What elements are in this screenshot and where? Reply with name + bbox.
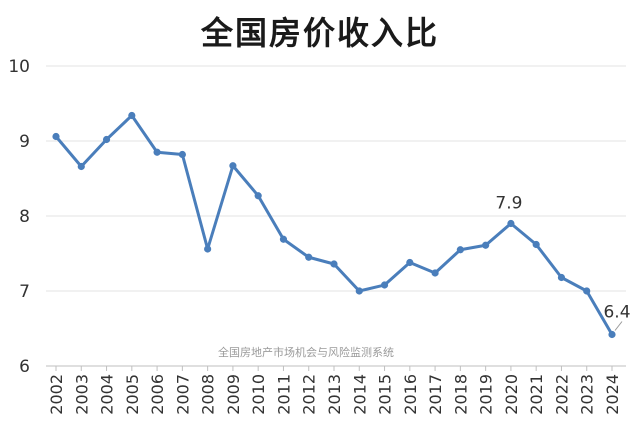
x-tick-label: 2006 (148, 374, 167, 415)
x-tick-label: 2003 (72, 374, 91, 415)
x-tick-label: 2019 (477, 374, 496, 415)
x-tick-label: 2002 (47, 374, 66, 415)
data-point (557, 273, 566, 282)
series-line (54, 114, 614, 336)
data-point (380, 281, 389, 289)
x-tick-label: 2020 (502, 374, 521, 415)
y-tick-label: 8 (19, 207, 30, 227)
data-point (305, 253, 313, 261)
data-point (102, 135, 111, 144)
data-point (52, 132, 60, 141)
y-tick-label: 9 (19, 132, 30, 152)
x-tick-label: 2007 (173, 374, 192, 415)
chart-title: 全国房价收入比 (200, 14, 439, 52)
x-tick-label: 2010 (249, 374, 268, 415)
data-point (608, 330, 616, 339)
data-point (77, 162, 85, 171)
annotations: 7.9 6.4 (495, 194, 631, 331)
data-point (279, 235, 288, 243)
x-tick-label: 2017 (426, 374, 445, 415)
series-group (52, 111, 616, 339)
x-axis-ticks: 2002 2003 2004 2005 2006 2007 2008 2009 2010 2011… (47, 366, 622, 415)
x-tick-label: 2005 (123, 374, 142, 415)
y-tick-label: 10 (8, 57, 30, 77)
x-tick-label: 2004 (98, 374, 117, 415)
x-tick-label: 2013 (325, 374, 344, 415)
data-point (153, 148, 161, 156)
y-tick-label: 6 (19, 357, 30, 377)
grid-lines (46, 65, 626, 367)
y-axis-ticks: 6 7 8 9 10 (8, 57, 30, 377)
x-tick-label: 2009 (224, 374, 243, 415)
data-point (355, 287, 363, 295)
x-tick-label: 2022 (552, 374, 571, 415)
x-tick-label: 2021 (527, 374, 546, 415)
x-tick-label: 2024 (603, 374, 622, 415)
annotation-leader (614, 321, 623, 331)
x-tick-label: 2014 (350, 374, 369, 415)
data-point (254, 192, 262, 200)
data-point (431, 269, 439, 277)
data-point (507, 219, 515, 228)
data-point (229, 162, 237, 170)
data-point (583, 287, 591, 295)
data-label: 6.4 (603, 303, 630, 323)
y-tick-label: 7 (19, 282, 30, 302)
data-point (532, 240, 540, 249)
data-point (406, 258, 414, 267)
x-tick-label: 2016 (401, 374, 420, 415)
x-tick-label: 2011 (274, 374, 293, 415)
x-tick-label: 2023 (578, 374, 597, 415)
data-point (456, 246, 464, 254)
data-point (482, 241, 490, 249)
data-point (330, 260, 338, 268)
x-tick-label: 2008 (199, 374, 218, 415)
data-label: 7.9 (495, 194, 522, 214)
data-point (128, 111, 136, 120)
data-point (178, 150, 186, 159)
x-tick-label: 2018 (451, 374, 470, 415)
x-tick-label: 2012 (300, 374, 319, 415)
x-tick-label: 2015 (376, 374, 395, 415)
data-point (204, 245, 212, 253)
watermark: 全国房地产市场机会与风险监测系统 (218, 345, 394, 359)
